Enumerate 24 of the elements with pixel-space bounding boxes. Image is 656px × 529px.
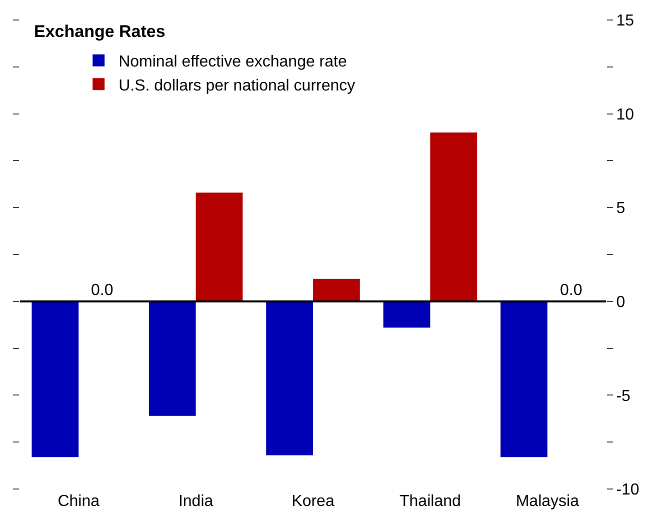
annotation: 0.0 xyxy=(560,282,582,299)
legend-label: Nominal effective exchange rate xyxy=(118,54,347,71)
bar xyxy=(430,132,478,302)
legend-label: U.S. dollars per national currency xyxy=(118,77,356,94)
bar xyxy=(266,301,313,456)
x-tick-label: Thailand xyxy=(400,493,461,510)
bar xyxy=(148,301,196,416)
y-tick-label: 10 xyxy=(616,106,634,124)
y-tick-label: -10 xyxy=(616,482,640,499)
y-tick-label: 15 xyxy=(616,12,634,30)
y-tick-label: 5 xyxy=(616,200,626,218)
bar xyxy=(313,278,360,302)
x-tick-label: Korea xyxy=(292,493,334,510)
y-tick-label: -5 xyxy=(616,388,631,405)
x-tick-label: Malaysia xyxy=(516,493,580,510)
x-tick-label: India xyxy=(178,493,214,510)
bar xyxy=(196,192,243,302)
annotation: 0.0 xyxy=(91,282,114,299)
bar xyxy=(500,301,548,458)
y-tick-label: 0 xyxy=(616,294,626,311)
bar xyxy=(32,301,79,458)
x-tick-label: China xyxy=(58,493,100,510)
chart-title: Exchange Rates xyxy=(34,22,166,41)
bar xyxy=(383,301,430,328)
